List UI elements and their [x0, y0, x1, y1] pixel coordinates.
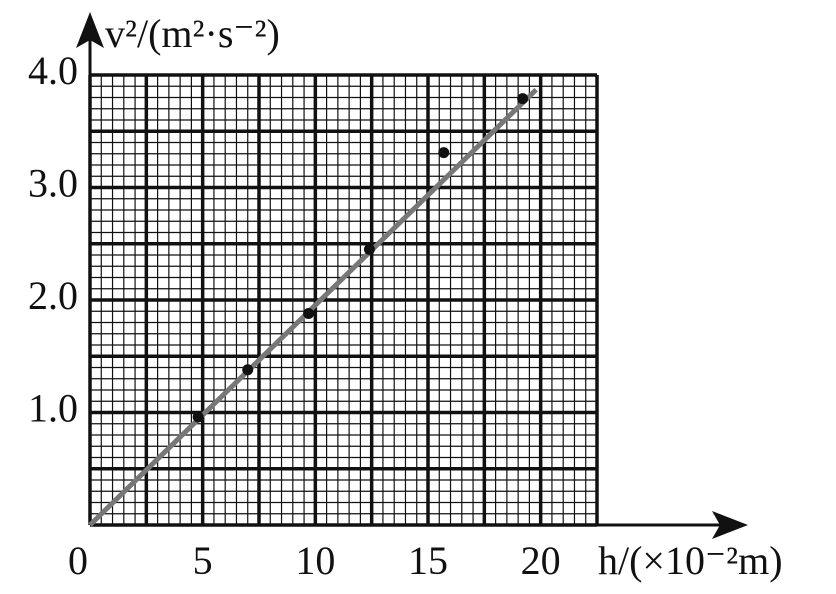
y-tick-label: 4.0 [28, 48, 78, 93]
x-tick-label: 20 [521, 538, 561, 583]
data-point [303, 308, 315, 319]
y-arrow [76, 12, 104, 48]
data-point [192, 411, 204, 423]
x-arrow [712, 511, 748, 539]
data-point [438, 147, 450, 159]
grid [88, 73, 599, 527]
x-axis-label: h/(×10⁻²m) [598, 538, 783, 583]
x-tick-label: 15 [408, 538, 448, 583]
data-point [242, 364, 254, 376]
data-point [517, 93, 529, 105]
fit-line [88, 87, 538, 527]
y-tick-label: 2.0 [28, 273, 78, 318]
x-tick-label: 5 [193, 538, 213, 583]
data-point [363, 243, 375, 255]
y-tick-label: 3.0 [28, 161, 78, 206]
y-axis-label: v²/(m²·s⁻²) [105, 11, 280, 56]
x-tick-label: 0 [68, 538, 88, 583]
y-tick-label: 1.0 [28, 386, 78, 431]
x-tick-label: 10 [295, 538, 335, 583]
